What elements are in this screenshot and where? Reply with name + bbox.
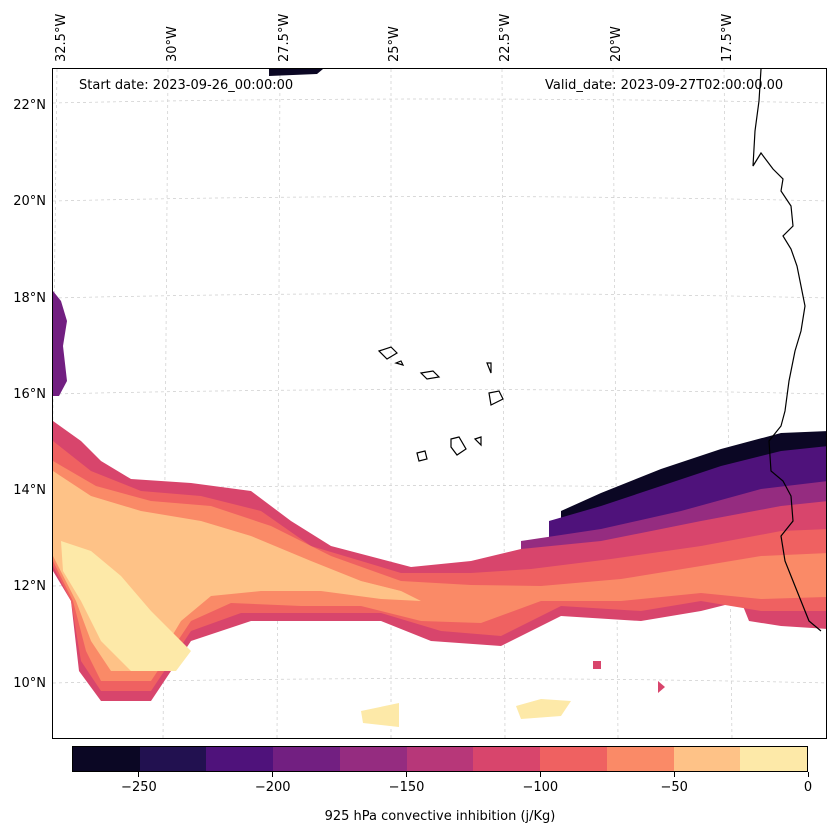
latitude-label-14n: 14°N (13, 483, 46, 498)
cape-verde-island-2 (394, 360, 405, 366)
gridline-lat-10n (53, 678, 826, 684)
longitude-label-25w: 25°W (387, 26, 402, 62)
longitude-label-22-5w: 22.5°W (498, 13, 513, 62)
cape-verde-island-7 (416, 450, 428, 462)
cape-verde-island-8 (473, 436, 482, 447)
colorbar-segment (206, 747, 274, 771)
africa-coastline (752, 69, 822, 632)
colorbar-segment (473, 747, 541, 771)
colorbar-segment (673, 747, 741, 771)
valid-date-label: Valid_date: 2023-09-27T02:00:00.00 (545, 78, 784, 93)
colorbar-tick-label: −50 (660, 780, 688, 795)
gridline-lon-17-5w (723, 69, 733, 738)
colorbar-segment (406, 747, 474, 771)
gridline-lon-27-5w (276, 69, 281, 738)
gridline-lat-22n (53, 98, 826, 104)
colorbar-tick-mark (272, 772, 274, 777)
cin-patch-rose-dot (593, 661, 601, 669)
gridline-lat-18n (53, 293, 826, 299)
latitude-label-20n: 20°N (13, 194, 46, 209)
latitude-label-10n: 10°N (13, 676, 46, 691)
gridline-lat-16n (53, 389, 826, 395)
map-frame (52, 68, 827, 739)
colorbar-tick-mark (807, 772, 809, 777)
colorbar-title: 925 hPa convective inhibition (j/Kg) (324, 809, 556, 824)
colorbar-segment (339, 747, 407, 771)
map-canvas (53, 69, 826, 738)
cape-verde-island-4 (486, 362, 492, 374)
cape-verde-island-3 (419, 370, 441, 380)
colorbar-tick-label: −250 (121, 780, 157, 795)
colorbar-segment (73, 747, 140, 771)
gridline-lon-32-5w (53, 69, 58, 434)
colorbar-tick-label: 0 (803, 780, 813, 795)
colorbar-tick-mark (406, 772, 408, 777)
cin-filled-contours (53, 69, 826, 727)
longitude-label-27-5w: 27.5°W (277, 13, 292, 62)
colorbar (72, 746, 808, 772)
cape-verde-island-5 (488, 390, 504, 406)
colorbar-tick-mark (138, 772, 140, 777)
gridline-lat-20n (53, 196, 826, 202)
cin-band-west-purple (53, 291, 67, 396)
colorbar-tick-mark (539, 772, 541, 777)
longitude-label-20w: 20°W (609, 26, 624, 62)
cin-band-main-cream (61, 541, 191, 671)
cin-patch-rose-diamond (658, 681, 665, 693)
cape-verde-island-1 (377, 346, 398, 360)
colorbar-segment (540, 747, 607, 771)
cin-band-main-rose (53, 421, 826, 701)
colorbar-segment (606, 747, 674, 771)
longitude-label-32-5w: 32.5°W (54, 13, 69, 62)
cin-patch-cream-south (516, 699, 571, 719)
latitude-label-16n: 16°N (13, 387, 46, 402)
latitude-label-22n: 22°N (13, 98, 46, 113)
cin-patch-cream-southwest (361, 703, 399, 727)
latitude-label-18n: 18°N (13, 291, 46, 306)
latitude-label-12n: 12°N (13, 579, 46, 594)
colorbar-tick-label: −150 (388, 780, 425, 795)
cin-band-top-dark (269, 69, 323, 76)
cape-verde-island-6 (450, 436, 467, 456)
colorbar-segment (740, 747, 808, 771)
colorbar-tick-mark (673, 772, 675, 777)
colorbar-tick-label: −100 (522, 780, 559, 795)
gridline-lon-20w (612, 69, 619, 738)
coastlines (377, 69, 822, 632)
colorbar-segment (273, 747, 340, 771)
longitude-label-17-5w: 17.5°W (720, 13, 735, 62)
colorbar-segment (139, 747, 207, 771)
colorbar-tick-label: −200 (254, 780, 291, 795)
start-date-label: Start date: 2023-09-26_00:00:00 (79, 78, 294, 93)
longitude-label-30w: 30°W (165, 26, 180, 62)
